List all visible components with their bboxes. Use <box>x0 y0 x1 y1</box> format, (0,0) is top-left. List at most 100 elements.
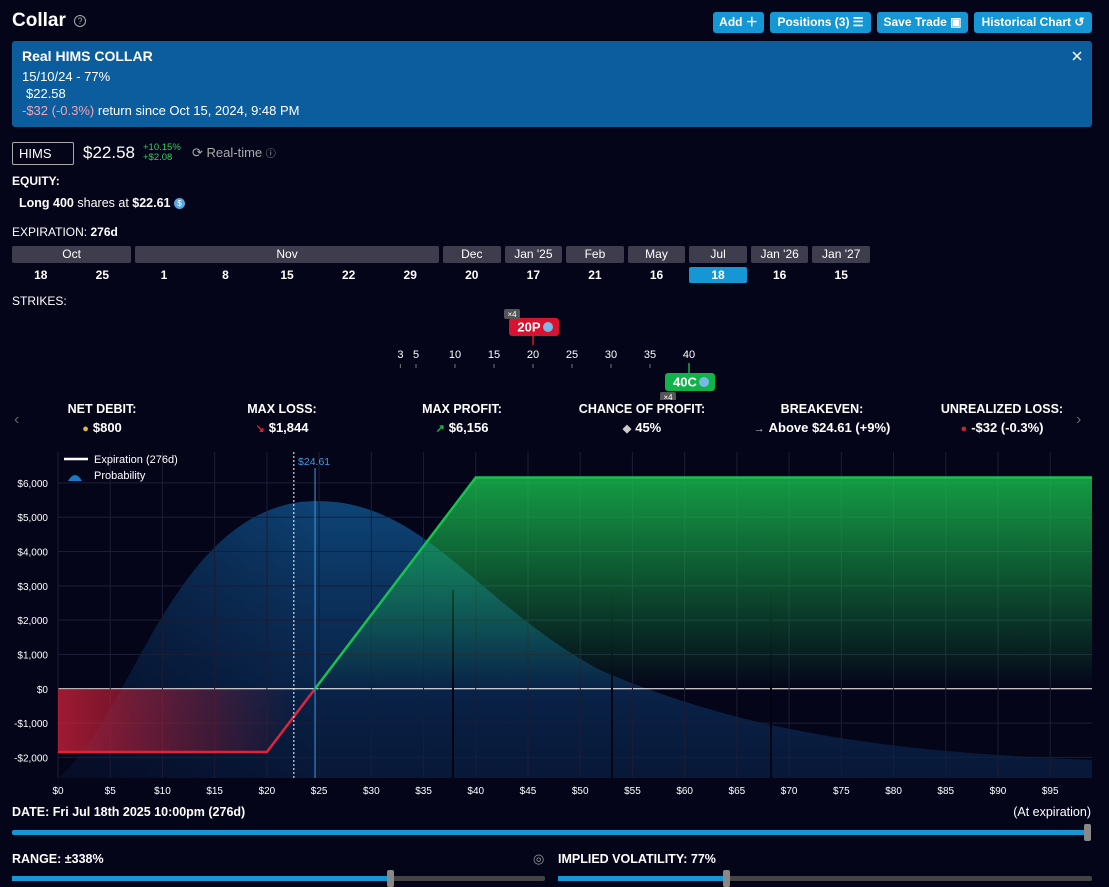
x-tick-label: $45 <box>520 786 537 797</box>
day[interactable]: 15 <box>280 268 294 282</box>
range-fill <box>12 876 390 881</box>
toolbar-button[interactable]: Historical Chart ↺ <box>974 12 1092 33</box>
stat-value: 45% <box>635 420 662 435</box>
stat-icon: ● <box>82 423 89 435</box>
reset-icon[interactable]: ◎ <box>533 851 545 866</box>
stat-label: NET DEBIT: <box>67 402 137 416</box>
day[interactable]: 16 <box>772 268 787 282</box>
x-tick-label: $20 <box>259 786 276 797</box>
strikes-label: STRIKES: <box>12 294 67 308</box>
stat: BREAKEVEN: → Above $24.61 (+9%) <box>732 402 912 435</box>
quote-price: $22.58 <box>83 143 135 162</box>
x-tick-label: $65 <box>729 786 746 797</box>
day[interactable]: 17 <box>526 268 541 282</box>
equity-side: Long <box>19 196 50 210</box>
date-note: (At expiration) <box>1013 805 1091 819</box>
month: Jan '26 <box>750 246 809 263</box>
legend-label: Probability <box>94 470 146 482</box>
toolbar-button[interactable]: Positions (3) ☰ <box>770 12 871 33</box>
day[interactable]: 18 <box>689 267 747 283</box>
leg-label: 40C <box>673 375 697 390</box>
toolbar-button[interactable]: Save Trade ▣ <box>877 12 968 33</box>
day[interactable]: 15 <box>834 268 848 282</box>
button-label: Positions (3) <box>777 15 850 29</box>
range-label: RANGE: <box>12 852 62 866</box>
stat-value: $800 <box>92 420 122 435</box>
x-tick-label: $70 <box>781 786 798 797</box>
leg-count: ×4 <box>663 393 673 400</box>
x-tick-label: $50 <box>572 786 589 797</box>
day-row: 18 25 1 8 15 22 29 20 17 21 16 18 16 15 <box>12 267 870 283</box>
range-row: RANGE: ±338% <box>12 852 104 866</box>
leg-count-badge <box>504 309 520 319</box>
day[interactable]: 20 <box>465 268 479 282</box>
equity-shares: 400 <box>53 196 74 210</box>
help-icon[interactable]: ? <box>74 15 86 27</box>
day[interactable]: 8 <box>222 268 229 282</box>
day[interactable]: 25 <box>95 268 110 282</box>
x-tick-label: $95 <box>1042 786 1059 797</box>
realtime[interactable]: ⟳ Real-time ⓘ <box>192 145 276 160</box>
mode: Real-time <box>206 145 263 160</box>
banner-price: $22.58 <box>26 86 66 101</box>
stat-value: $6,156 <box>448 420 489 435</box>
x-tick-label: $10 <box>154 786 171 797</box>
day[interactable]: 18 <box>34 268 48 282</box>
iv-value: 77% <box>690 852 716 866</box>
range-handle[interactable] <box>387 870 394 887</box>
day[interactable]: 21 <box>588 268 602 282</box>
x-tick-label: $80 <box>885 786 902 797</box>
toolbar-button[interactable]: Add ＋ <box>713 12 764 33</box>
month: May <box>627 246 686 263</box>
quote-change: +10.15% +$2.08 <box>143 143 181 163</box>
stat-value-row: ↘ $1,844 <box>192 420 372 435</box>
range-value: ±338% <box>64 852 104 866</box>
date-slider[interactable] <box>12 830 1087 835</box>
expiration-label: EXPIRATION: <box>12 225 88 239</box>
month: Jul <box>689 246 747 263</box>
leg-icon <box>543 322 553 332</box>
iv-handle[interactable] <box>723 870 730 887</box>
button-label: Save Trade <box>883 15 947 29</box>
day[interactable]: 1 <box>160 268 168 282</box>
page-title: Collar <box>12 10 66 31</box>
banner-title: Real HIMS COLLAR <box>22 48 153 64</box>
date-handle[interactable] <box>1084 824 1091 841</box>
strike-tick-label: 5 <box>413 349 419 361</box>
expiration-heading: EXPIRATION: 276d <box>12 225 118 239</box>
next-arrow[interactable]: › <box>1076 411 1082 428</box>
x-tick-label: $15 <box>206 786 223 797</box>
day[interactable]: 29 <box>403 268 417 282</box>
equity-text: shares at <box>77 196 129 210</box>
strike-tick-label: 25 <box>566 349 578 361</box>
strike-tick-label: 10 <box>449 349 461 361</box>
y-tick-label: $2,000 <box>17 616 48 627</box>
iv-slider[interactable] <box>558 876 1092 881</box>
prev-arrow[interactable]: ‹ <box>14 411 20 428</box>
banner-subtitle: 15/10/24 - 77% <box>22 69 111 84</box>
stat-icon: → <box>753 423 765 435</box>
stat-value-row: → Above $24.61 (+9%) <box>732 420 912 435</box>
strike-tick-label: 15 <box>488 349 500 361</box>
stat-value: Above $24.61 (+9%) <box>768 420 891 435</box>
equity-price: $22.61 <box>132 196 171 210</box>
stat-icon: ↘ <box>255 423 265 435</box>
change-abs: +$2.08 <box>143 152 173 163</box>
close-button[interactable] <box>1072 51 1082 61</box>
x-tick-label: $40 <box>467 786 484 797</box>
return-text: return since Oct 15, 2024, 9:48 PM <box>97 103 300 118</box>
month: Dec <box>443 246 501 263</box>
payoff-line <box>58 476 1092 754</box>
chart: Expiration (276d) Probability -$2,000 -$1… <box>14 452 1092 797</box>
range-slider[interactable] <box>12 876 545 881</box>
stat: CHANCE OF PROFIT: ◆ 45% <box>552 402 732 435</box>
symbol-input[interactable]: HIMS <box>12 142 74 165</box>
day[interactable]: 16 <box>649 268 664 282</box>
month: Feb <box>566 246 624 263</box>
equity-label: EQUITY: <box>12 174 60 188</box>
stat-value-row: ◆ 45% <box>552 420 732 435</box>
legend-probability <box>68 475 82 481</box>
x-tick-label: $35 <box>415 786 432 797</box>
day[interactable]: 22 <box>341 268 356 282</box>
